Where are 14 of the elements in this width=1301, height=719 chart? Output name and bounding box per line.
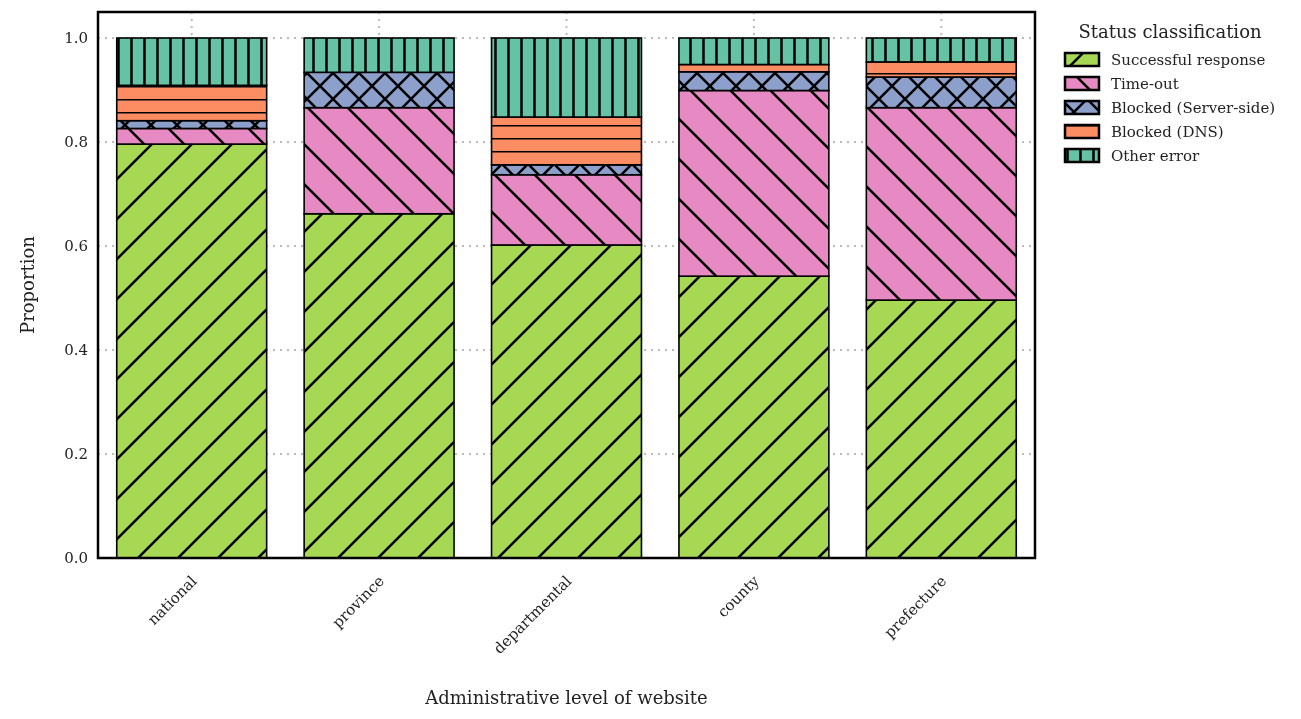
y-tick-label: 0.8 [64,133,88,152]
y-tick-label: 0.4 [64,341,88,360]
legend-label: Blocked (DNS) [1111,122,1224,141]
y-tick-label: 0.0 [64,549,88,568]
y-axis-title: Proportion [17,235,38,334]
legend-title: Status classification [1078,21,1262,42]
legend-label: Other error [1111,146,1201,165]
y-tick-label: 0.6 [64,237,88,256]
legend-label: Blocked (Server-side) [1111,98,1276,117]
legend-label: Successful response [1111,50,1266,69]
y-tick-label: 0.2 [64,445,88,464]
y-tick-label: 1.0 [64,29,88,48]
legend-label: Time-out [1111,74,1179,93]
x-axis-title: Administrative level of website [424,687,708,708]
